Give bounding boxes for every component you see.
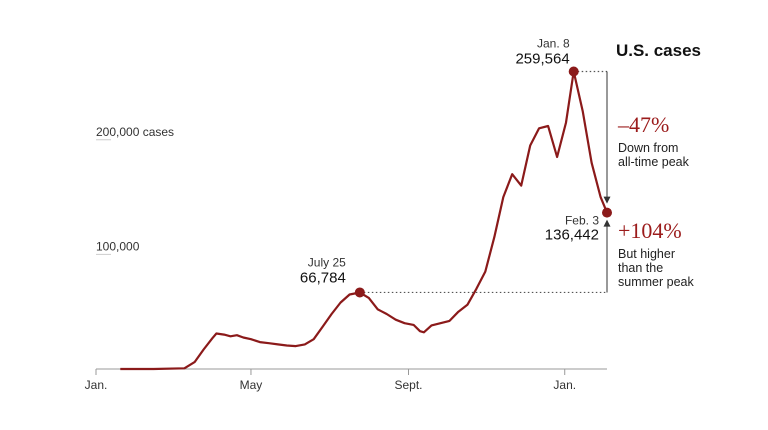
change-note-line: summer peak — [618, 275, 694, 289]
annotation-value: 259,564 — [515, 50, 569, 67]
x-tick-label: Jan. — [85, 378, 108, 392]
x-tick-label: Jan. — [553, 378, 576, 392]
up-arrow-head — [603, 219, 611, 227]
chart-title: U.S. cases — [616, 41, 701, 60]
annotation-value: 66,784 — [300, 269, 346, 286]
annotation-dot — [354, 287, 365, 298]
change-note-line: But higher — [618, 247, 675, 261]
annotation-date: Feb. 3 — [565, 214, 599, 228]
change-note-line: Down from — [618, 141, 678, 155]
x-axis: Jan. May Sept. Jan. — [85, 368, 607, 392]
change-note-line: all-time peak — [618, 155, 690, 169]
annotation-dot — [602, 207, 612, 218]
annotation-dot — [568, 66, 579, 77]
change-percent: +104% — [618, 218, 682, 243]
y-tick-label: 100,000 — [96, 239, 140, 253]
change-percent: –47% — [617, 112, 669, 137]
series-layer — [120, 70, 609, 371]
y-tick-label: 200,000 cases — [96, 125, 174, 139]
y-axis: 200,000 cases 100,000 — [96, 125, 174, 255]
annotation-value: 136,442 — [545, 227, 599, 244]
x-tick-label: Sept. — [394, 378, 422, 392]
down-arrow-head — [603, 196, 611, 204]
change-note-line: than the — [618, 261, 663, 275]
x-tick-label: May — [240, 378, 263, 392]
annotation-date: July 25 — [308, 255, 346, 269]
annotation-date: Jan. 8 — [537, 36, 570, 50]
reference-lines — [359, 70, 611, 294]
series-line — [120, 70, 609, 371]
